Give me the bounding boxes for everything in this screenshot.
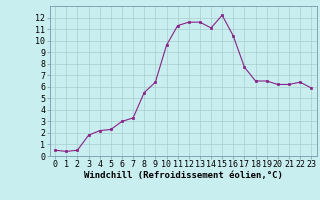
X-axis label: Windchill (Refroidissement éolien,°C): Windchill (Refroidissement éolien,°C) <box>84 171 283 180</box>
